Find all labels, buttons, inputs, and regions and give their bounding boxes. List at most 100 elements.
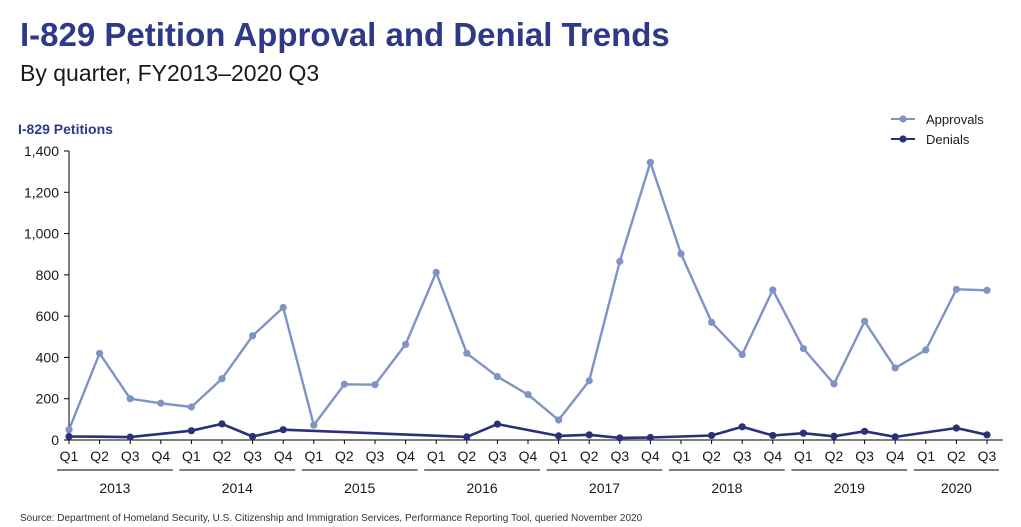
series-layer	[65, 158, 991, 442]
x-tick-label: Q4	[151, 448, 170, 464]
x-tick-label: Q1	[672, 448, 691, 464]
x-tick-label: Q2	[825, 448, 844, 464]
data-point-approvals	[983, 286, 991, 294]
data-point-approvals	[738, 350, 746, 359]
x-tick-label: Q3	[855, 448, 874, 464]
y-axis-label: I-829 Petitions	[18, 121, 113, 137]
x-tick-label: Q4	[519, 448, 538, 464]
x-tick-label: Q4	[763, 448, 782, 464]
data-point-denials	[555, 432, 563, 440]
data-point-approvals	[187, 403, 195, 411]
data-point-approvals	[830, 380, 838, 388]
legend-label: Approvals	[926, 112, 984, 127]
data-point-approvals	[279, 303, 287, 312]
data-point-approvals	[157, 399, 165, 407]
data-point-denials	[218, 420, 226, 428]
data-point-denials	[463, 433, 471, 441]
data-point-denials	[493, 420, 501, 428]
data-point-denials	[891, 433, 899, 441]
year-label: 2017	[589, 480, 620, 496]
legend-label: Denials	[926, 132, 970, 147]
year-label: 2020	[941, 480, 972, 496]
x-tick-label: Q1	[549, 448, 568, 464]
data-point-denials	[983, 431, 991, 439]
data-point-approvals	[493, 373, 501, 381]
year-label: 2018	[711, 480, 742, 496]
data-point-approvals	[677, 250, 685, 258]
data-point-approvals	[65, 426, 73, 434]
data-point-approvals	[96, 349, 104, 357]
y-tick-label: 600	[36, 308, 60, 324]
x-tick-label: Q4	[396, 448, 415, 464]
data-point-denials	[861, 427, 869, 435]
data-point-denials	[187, 427, 195, 435]
year-label: 2013	[99, 480, 130, 496]
axes	[68, 151, 1003, 441]
y-tick-label: 1,000	[24, 226, 59, 242]
data-point-approvals	[371, 381, 379, 389]
data-point-denials	[769, 431, 777, 440]
data-point-approvals	[646, 158, 655, 166]
x-tick-label: Q2	[457, 448, 476, 464]
year-label: 2015	[344, 480, 375, 496]
data-point-denials	[952, 424, 961, 432]
y-tick-label: 0	[51, 432, 59, 448]
x-tick-labels: Q1 Q2 Q3 Q4 Q1 Q2 Q3 Q4 Q1 Q2 Q3 Q4 Q1 Q2 Q3 Q4 Q1 Q2 Q3 Q4…	[57, 440, 999, 496]
data-point-approvals	[952, 285, 961, 293]
x-tick-label: Q4	[886, 448, 905, 464]
x-tick-label: Q2	[335, 448, 354, 464]
x-tick-label: Q2	[702, 448, 721, 464]
x-tick-label: Q4	[274, 448, 293, 464]
data-point-denials	[799, 429, 808, 437]
x-tick-label: Q1	[60, 448, 79, 464]
x-tick-label: Q3	[488, 448, 507, 464]
data-point-approvals	[922, 346, 930, 354]
data-point-approvals	[432, 268, 440, 276]
data-point-approvals	[340, 380, 348, 388]
x-tick-label: Q1	[427, 448, 446, 464]
y-tick-label: 800	[36, 267, 60, 283]
x-tick-label: Q3	[978, 448, 997, 464]
x-tick-label: Q2	[213, 448, 232, 464]
x-tick-label: Q2	[947, 448, 966, 464]
data-point-denials	[708, 431, 716, 440]
data-point-approvals	[708, 318, 716, 326]
x-tick-label: Q4	[641, 448, 660, 464]
data-point-approvals	[402, 340, 410, 349]
data-point-approvals	[463, 349, 471, 357]
series-line-approvals	[67, 161, 988, 431]
data-point-approvals	[126, 395, 134, 403]
x-tick-label: Q3	[121, 448, 140, 464]
y-tick-label: 400	[36, 349, 60, 365]
year-label: 2016	[467, 480, 498, 496]
data-point-denials	[738, 423, 746, 431]
x-tick-label: Q1	[304, 448, 323, 464]
data-point-denials	[65, 432, 73, 441]
y-tick-label: 1,400	[24, 143, 59, 159]
x-tick-label: Q3	[733, 448, 752, 464]
chart-subtitle: By quarter, FY2013–2020 Q3	[20, 60, 320, 86]
source-note: Source: Department of Homeland Security,…	[20, 513, 643, 524]
data-point-denials	[279, 426, 287, 434]
data-point-denials	[646, 433, 655, 442]
data-point-approvals	[218, 375, 226, 383]
data-point-approvals	[891, 364, 899, 372]
y-tick-label: 1,200	[24, 184, 59, 200]
chart-title: I-829 Petition Approval and Denial Trend…	[20, 16, 670, 53]
x-tick-label: Q1	[794, 448, 813, 464]
year-label: 2019	[834, 480, 865, 496]
data-point-denials	[249, 432, 257, 441]
x-tick-label: Q3	[366, 448, 385, 464]
data-point-approvals	[555, 416, 563, 424]
legend: Approvals Denials	[891, 112, 984, 147]
y-ticks: 0 200 400 600 800 1,000 1,200 1,400	[24, 143, 69, 448]
legend-swatch-marker	[899, 135, 907, 143]
data-point-approvals	[524, 390, 532, 399]
series-line-denials	[68, 422, 988, 440]
data-point-approvals	[585, 377, 593, 385]
data-point-approvals	[861, 317, 869, 325]
data-point-approvals	[769, 286, 777, 294]
legend-swatch-marker	[899, 115, 907, 123]
y-tick-label: 200	[36, 391, 60, 407]
